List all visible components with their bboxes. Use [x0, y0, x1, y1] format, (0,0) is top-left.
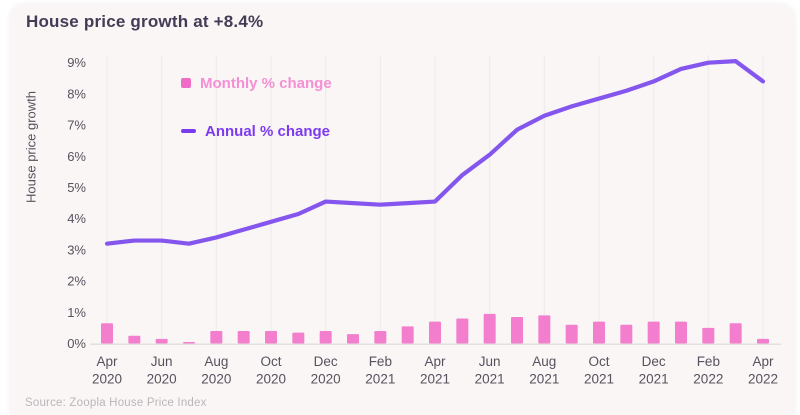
monthly-bar: [182, 341, 195, 344]
y-tick-label: 3%: [67, 242, 86, 257]
y-tick-label: 6%: [67, 149, 86, 164]
monthly-bar: [456, 318, 469, 344]
chart-title: House price growth at +8.4%: [26, 12, 264, 31]
y-tick-label: 4%: [67, 211, 86, 226]
x-tick-label: Feb 2022: [693, 354, 723, 387]
monthly-bar: [128, 335, 141, 344]
x-tick-label: Aug 2020: [201, 354, 231, 387]
source-caption: Source: Zoopla House Price Index: [25, 397, 207, 409]
chart-card: [10, 4, 795, 415]
legend-label-monthly: Monthly % change: [200, 74, 332, 92]
monthly-bar: [592, 321, 605, 344]
monthly-bar: [620, 324, 633, 344]
monthly-bar: [756, 338, 769, 344]
x-tick-label: Apr 2021: [420, 354, 450, 387]
x-tick-label: Apr 2022: [748, 354, 778, 387]
monthly-bar: [538, 315, 551, 344]
monthly-bar: [510, 316, 523, 344]
x-tick-label: Apr 2020: [92, 354, 122, 387]
monthly-bar: [674, 321, 687, 344]
annual-line: [104, 59, 766, 246]
legend-label-annual: Annual % change: [205, 122, 331, 140]
monthly-bar: [729, 323, 742, 344]
x-tick-label: Oct 2021: [584, 354, 614, 387]
y-tick-label: 5%: [67, 180, 86, 195]
monthly-bar: [155, 338, 168, 344]
monthly-bar: [428, 321, 441, 344]
legend-item-monthly: Monthly % change: [181, 74, 332, 92]
x-tick-label: Dec 2021: [639, 354, 669, 387]
monthly-bar: [319, 331, 332, 344]
legend-square-icon: [181, 78, 191, 88]
monthly-bar: [374, 331, 387, 344]
monthly-bar: [210, 331, 223, 344]
monthly-bar: [292, 332, 305, 344]
x-tick-label: Dec 2020: [311, 354, 341, 387]
y-tick-label: 8%: [67, 86, 86, 101]
y-tick-label: 9%: [67, 55, 86, 70]
legend-item-annual: Annual % change: [181, 122, 332, 140]
y-tick-label: 7%: [67, 118, 86, 133]
x-tick-label: Jun 2020: [147, 354, 177, 387]
chart-legend: Monthly % change Annual % change: [181, 74, 332, 170]
x-tick-label: Oct 2020: [256, 354, 286, 387]
x-tick-label: Aug 2021: [529, 354, 559, 387]
monthly-bar: [401, 326, 414, 344]
monthly-bar: [101, 323, 113, 344]
monthly-bar: [237, 331, 250, 344]
x-tick-label: Feb 2021: [365, 354, 395, 387]
monthly-bar: [346, 334, 359, 344]
y-tick-label: 0%: [67, 336, 86, 351]
y-tick-label: 2%: [67, 274, 86, 289]
legend-dash-icon: [181, 128, 196, 134]
y-tick-label: 1%: [67, 305, 86, 320]
monthly-bar: [702, 327, 715, 344]
monthly-bar: [647, 321, 660, 344]
x-tick-label: Jun 2021: [475, 354, 505, 387]
monthly-bar: [565, 324, 578, 344]
monthly-bar: [264, 331, 277, 344]
monthly-bar: [483, 313, 496, 344]
